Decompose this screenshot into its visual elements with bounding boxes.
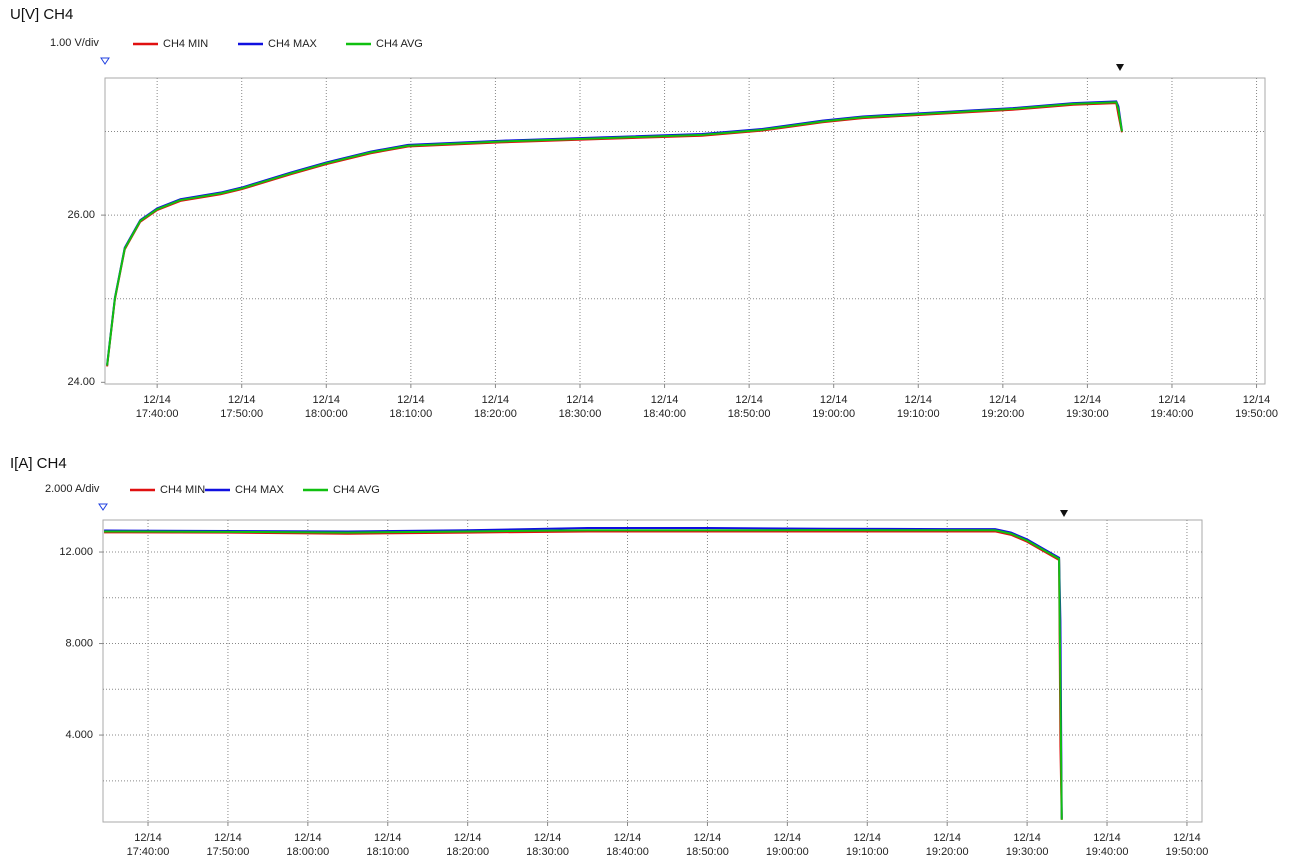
legend-label: CH4 AVG bbox=[333, 484, 380, 496]
legend-label: CH4 MAX bbox=[268, 38, 318, 50]
start-marker bbox=[99, 504, 107, 510]
x-tick-label: 12/14 18:40:00 bbox=[643, 393, 686, 421]
x-tick-label: 12/14 18:00:00 bbox=[305, 393, 348, 421]
y-tick-label: 12.000 bbox=[59, 546, 93, 558]
cursor-marker bbox=[1060, 510, 1068, 517]
chart-title: U[V] CH4 bbox=[10, 6, 73, 23]
charts: CH4 MIN CH4 MAX CH4 AVG 24.00 26.00 CH4 MIN CH… bbox=[0, 0, 1304, 861]
x-tick-label: 12/14 19:30:00 bbox=[1066, 393, 1109, 421]
plot-area bbox=[103, 520, 1202, 822]
x-tick-label: 12/14 19:40:00 bbox=[1151, 393, 1194, 421]
x-tick-label: 12/14 17:50:00 bbox=[220, 393, 263, 421]
y-tick-label: 24.00 bbox=[67, 376, 95, 388]
scale-label: 2.000 A/div bbox=[45, 483, 99, 495]
x-tick-label: 12/14 18:50:00 bbox=[728, 393, 771, 421]
x-tick-label: 12/14 19:30:00 bbox=[1006, 831, 1049, 859]
x-tick-label: 12/14 18:20:00 bbox=[474, 393, 517, 421]
scale-label: 1.00 V/div bbox=[50, 37, 99, 49]
page: {"chart_data": [ {"type": "line", "title… bbox=[0, 0, 1304, 861]
x-tick-label: 12/14 17:40:00 bbox=[127, 831, 170, 859]
x-tick-label: 12/14 18:40:00 bbox=[606, 831, 649, 859]
x-tick-label: 12/14 19:20:00 bbox=[981, 393, 1024, 421]
x-tick-label: 12/14 18:50:00 bbox=[686, 831, 729, 859]
legend-label: CH4 MIN bbox=[160, 484, 205, 496]
x-tick-label: 12/14 18:30:00 bbox=[559, 393, 602, 421]
x-tick-label: 12/14 18:10:00 bbox=[389, 393, 432, 421]
legend-label: CH4 MIN bbox=[163, 38, 208, 50]
x-tick-label: 12/14 19:10:00 bbox=[897, 393, 940, 421]
chart-title: I[A] CH4 bbox=[10, 455, 67, 472]
x-tick-label: 12/14 19:50:00 bbox=[1235, 393, 1278, 421]
start-marker bbox=[101, 58, 109, 64]
x-tick-label: 12/14 18:30:00 bbox=[526, 831, 569, 859]
y-tick-label: 4.000 bbox=[65, 729, 93, 741]
x-tick-label: 12/14 19:10:00 bbox=[846, 831, 889, 859]
x-tick-label: 12/14 18:20:00 bbox=[446, 831, 489, 859]
x-tick-label: 12/14 19:20:00 bbox=[926, 831, 969, 859]
x-tick-label: 12/14 17:50:00 bbox=[207, 831, 250, 859]
x-tick-label: 12/14 19:00:00 bbox=[812, 393, 855, 421]
x-tick-label: 12/14 18:10:00 bbox=[366, 831, 409, 859]
x-tick-label: 12/14 18:00:00 bbox=[286, 831, 329, 859]
cursor-marker bbox=[1116, 64, 1124, 71]
x-tick-label: 12/14 17:40:00 bbox=[136, 393, 179, 421]
legend-label: CH4 MAX bbox=[235, 484, 285, 496]
x-tick-label: 12/14 19:50:00 bbox=[1166, 831, 1209, 859]
y-tick-label: 8.000 bbox=[65, 637, 93, 649]
y-tick-label: 26.00 bbox=[67, 209, 95, 221]
x-tick-label: 12/14 19:00:00 bbox=[766, 831, 809, 859]
plot-area bbox=[105, 78, 1265, 384]
x-tick-label: 12/14 19:40:00 bbox=[1086, 831, 1129, 859]
legend-label: CH4 AVG bbox=[376, 38, 423, 50]
